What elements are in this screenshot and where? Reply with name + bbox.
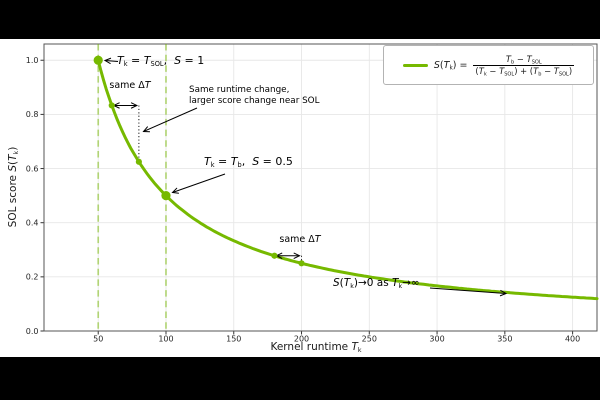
y-tick-label: 0.6 xyxy=(26,164,39,173)
annotation-runtime-change: Same runtime change, larger score change … xyxy=(189,85,320,106)
formula-denominator: (Tk − TSOL) + (Tb − TSOL) xyxy=(473,64,575,77)
legend-line-swatch xyxy=(402,63,428,67)
annotation-arrow-sol-point xyxy=(103,57,119,65)
data-point-marker xyxy=(93,55,103,65)
x-tick-label: 50 xyxy=(93,335,103,344)
frame-layer xyxy=(43,43,598,332)
data-point-marker xyxy=(135,158,142,165)
annotation-arrow-tb-point xyxy=(171,173,226,194)
x-tick-label: 300 xyxy=(429,335,444,344)
y-axis-label: SOL score S(Tk) xyxy=(7,146,20,228)
sol-score-curve xyxy=(96,58,599,301)
data-point-marker xyxy=(161,191,171,201)
annotation-same-delta-t-1: same ΔT xyxy=(109,80,151,91)
data-point-marker xyxy=(108,102,115,109)
annotation-arrow-tail xyxy=(429,287,508,297)
x-tick-label: 400 xyxy=(565,335,580,344)
x-tick-label: 250 xyxy=(362,335,377,344)
y-tick-label: 1.0 xyxy=(26,56,39,65)
figure-background xyxy=(0,39,600,357)
y-tick-label: 0.2 xyxy=(26,273,39,282)
x-axis-label: Kernel runtime Tk xyxy=(270,341,362,354)
axes-frame xyxy=(43,43,598,332)
annotation-arrow-runtime-change xyxy=(142,107,198,133)
legend: S(Tk) = Tb − TSOL (Tk − TSOL) + (Tb − TS… xyxy=(383,45,594,85)
y-tick-label: 0.4 xyxy=(26,218,39,227)
annotation-same-delta-t-2: same ΔT xyxy=(279,234,321,245)
legend-formula-lhs: S(Tk) = xyxy=(433,59,468,72)
annotation-asymptote: S(Tk)→0 as Tk→∞ xyxy=(333,277,420,290)
x-tick-label: 200 xyxy=(294,335,309,344)
x-tick-label: 150 xyxy=(226,335,241,344)
data-point-marker xyxy=(271,252,278,259)
x-tick-label: 350 xyxy=(497,335,512,344)
legend-formula-fraction: Tb − TSOL (Tk − TSOL) + (Tb − TSOL) xyxy=(473,53,575,77)
y-tick-label: 0.8 xyxy=(26,110,39,119)
x-tick-label: 100 xyxy=(158,335,173,344)
formula-numerator: Tb − TSOL xyxy=(505,53,542,66)
annotation-tb-point: Tk = Tb, S = 0.5 xyxy=(204,155,293,169)
data-layer xyxy=(93,44,599,331)
annotation-sol-point: Tk = TSOL, S = 1 xyxy=(117,54,205,68)
y-tick-label: 0.0 xyxy=(26,327,39,336)
annotation-arrows xyxy=(103,57,508,297)
data-point-marker xyxy=(298,260,305,267)
